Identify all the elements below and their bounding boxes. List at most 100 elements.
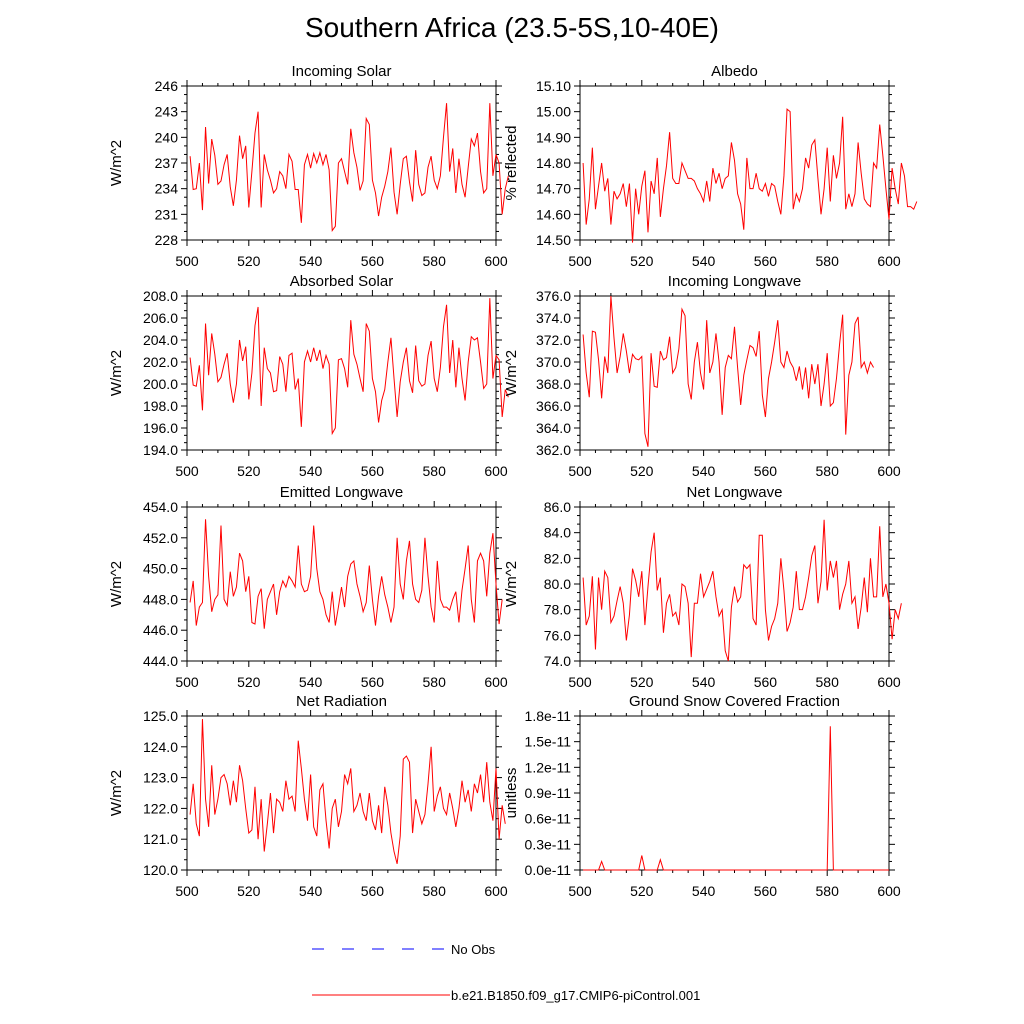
y-tick-label: 243 [155, 104, 179, 120]
y-tick-label: 228 [155, 232, 179, 248]
x-tick-label: 580 [816, 674, 840, 690]
x-tick-label: 540 [299, 253, 323, 269]
panel-albedo: Albedo 14.50 14.60 14.70 14.80 14.90 15.00 15.1… [503, 63, 918, 269]
x-tick-label: 500 [568, 883, 592, 899]
x-tick-label: 500 [175, 253, 199, 269]
y-tick-label: 74.0 [544, 653, 571, 669]
panel-title: Incoming Longwave [668, 273, 801, 290]
y-tick-label: 198.0 [143, 398, 178, 414]
plot-frame [186, 506, 497, 662]
y-tick-label: 448.0 [143, 591, 178, 607]
y-tick-label: 446.0 [143, 622, 178, 638]
y-tick-label: 200.0 [143, 376, 178, 392]
y-tick-label: 15.10 [536, 78, 571, 94]
y-tick-label: 1.5e-11 [525, 734, 572, 750]
x-tick-label: 560 [754, 883, 778, 899]
x-tick-label: 540 [692, 883, 716, 899]
legend: No Obs b.e21.B1850.f09_g17.CMIP6-piContro… [312, 942, 700, 1003]
x-tick-label: 500 [175, 883, 199, 899]
x-tick-label: 560 [361, 463, 385, 479]
y-tick-label: 125.0 [143, 708, 178, 724]
panel-title: Incoming Solar [291, 63, 391, 80]
y-axis-label: unitless [503, 768, 520, 819]
x-tick-label: 580 [423, 674, 447, 690]
y-tick-label: 1.2e-11 [525, 759, 572, 775]
y-tick-label: 246 [155, 78, 179, 94]
series-line [189, 519, 503, 629]
y-tick-label: 366.0 [536, 398, 571, 414]
x-tick-label: 600 [877, 253, 901, 269]
y-axis-label: W/m^2 [108, 140, 125, 186]
panel-title: Net Longwave [687, 484, 783, 501]
y-tick-label: 80.0 [544, 576, 571, 592]
y-axis-label: W/m^2 [503, 561, 520, 607]
x-tick-label: 560 [361, 253, 385, 269]
y-tick-label: 0.9e-11 [525, 785, 572, 801]
x-tick-label: 560 [754, 463, 778, 479]
y-tick-label: 444.0 [143, 653, 178, 669]
y-tick-label: 237 [155, 155, 179, 171]
x-tick-label: 600 [484, 463, 508, 479]
y-tick-label: 0.3e-11 [525, 836, 572, 852]
series-line [189, 103, 509, 233]
y-tick-label: 374.0 [536, 310, 571, 326]
panel-title: Net Radiation [296, 693, 387, 710]
y-tick-label: 202.0 [143, 354, 178, 370]
panel-incoming-solar: Incoming Solar 228 231 234 237 240 243 246 500 52… [108, 63, 509, 269]
x-tick-label: 600 [484, 883, 508, 899]
panel-title: Absorbed Solar [290, 273, 393, 290]
x-tick-label: 520 [630, 463, 654, 479]
y-tick-label: 120.0 [143, 862, 178, 878]
figure-title: Southern Africa (23.5-5S,10-40E) [304, 12, 719, 43]
panel-emitted-longwave: Emitted Longwave 444.0 446.0 448.0 450.0 452.… [108, 484, 508, 690]
series-line [582, 519, 902, 662]
y-tick-label: 368.0 [536, 376, 571, 392]
y-tick-label: 372.0 [536, 332, 571, 348]
y-tick-label: 362.0 [536, 442, 571, 458]
x-tick-label: 540 [692, 463, 716, 479]
y-tick-label: 206.0 [143, 310, 178, 326]
y-tick-label: 14.60 [536, 206, 571, 222]
panel-title: Ground Snow Covered Fraction [629, 693, 840, 710]
y-tick-label: 14.90 [536, 129, 571, 145]
y-tick-label: 208.0 [143, 288, 178, 304]
y-tick-label: 370.0 [536, 354, 571, 370]
series-line [189, 298, 509, 436]
legend-item: b.e21.B1850.f09_g17.CMIP6-piControl.001 [312, 988, 700, 1003]
y-tick-label: 194.0 [143, 442, 178, 458]
x-tick-label: 500 [175, 674, 199, 690]
x-tick-label: 520 [630, 674, 654, 690]
y-axis-label: W/m^2 [503, 350, 520, 396]
y-tick-label: 76.0 [544, 627, 571, 643]
x-tick-label: 560 [754, 674, 778, 690]
y-tick-label: 452.0 [143, 530, 178, 546]
x-tick-label: 560 [361, 674, 385, 690]
y-tick-label: 364.0 [536, 420, 571, 436]
x-tick-label: 560 [754, 253, 778, 269]
x-tick-label: 580 [423, 463, 447, 479]
y-tick-label: 0.0e-11 [525, 862, 572, 878]
y-tick-label: 196.0 [143, 420, 178, 436]
y-tick-label: 231 [155, 206, 179, 222]
panel-title: Albedo [711, 63, 758, 80]
y-tick-label: 234 [155, 181, 179, 197]
legend-label: No Obs [451, 942, 496, 957]
y-tick-label: 82.0 [544, 550, 571, 566]
series-line [583, 726, 889, 871]
y-tick-label: 376.0 [536, 288, 571, 304]
panel-net-longwave: Net Longwave 74.0 76.0 78.0 80.0 82.0 84.0 86.0… [503, 484, 902, 690]
x-tick-label: 600 [877, 674, 901, 690]
x-tick-label: 500 [568, 463, 592, 479]
y-tick-label: 1.8e-11 [525, 708, 572, 724]
y-tick-label: 0.6e-11 [525, 811, 572, 827]
y-tick-label: 84.0 [544, 525, 571, 541]
x-tick-label: 600 [877, 883, 901, 899]
x-tick-label: 520 [237, 463, 261, 479]
y-tick-label: 15.00 [536, 104, 571, 120]
panel-net-radiation: Net Radiation 120.0 121.0 122.0 123.0 124.0 12… [108, 693, 508, 899]
x-tick-label: 520 [630, 253, 654, 269]
y-tick-label: 14.50 [536, 232, 571, 248]
y-tick-label: 121.0 [143, 831, 178, 847]
